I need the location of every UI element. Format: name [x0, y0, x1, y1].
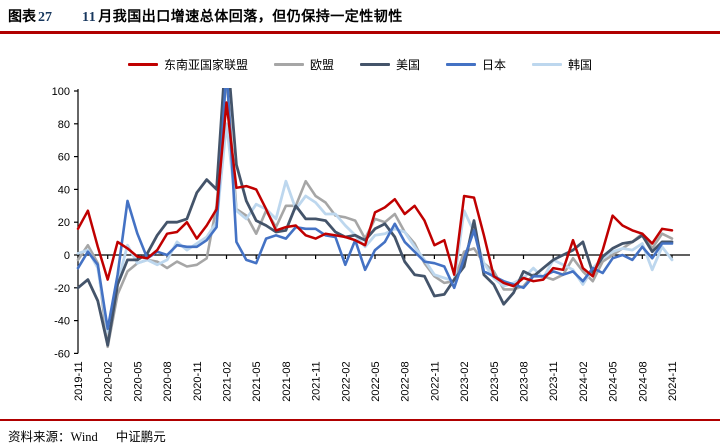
y-tick-label: -60: [54, 348, 70, 360]
x-tick-label: 2019-11: [73, 361, 85, 401]
plot-area: [76, 88, 674, 349]
x-tick-label: 2021-02: [222, 361, 234, 401]
x-tick-label: 2022-11: [429, 361, 441, 401]
chart-legend: 东南亚国家联盟 欧盟 美国 日本 韩国: [0, 56, 720, 73]
x-tick-label: 2024-05: [608, 361, 620, 401]
legend-swatch: [359, 63, 390, 66]
y-tick-label: -20: [54, 283, 70, 295]
source-note: 资料来源： Wind 中证鹏元: [8, 426, 166, 445]
legend-swatch: [532, 63, 563, 66]
page-title: 11 月我国出口增速总体回落，但仍保持一定性韧性: [80, 6, 403, 26]
x-tick-label: 2020-08: [162, 361, 174, 401]
x-tick-label: 2020-11: [192, 361, 204, 401]
chart-header: 图表 27 11 月我国出口增速总体回落，但仍保持一定性韧性: [8, 6, 712, 26]
legend-label: 东南亚国家联盟: [163, 58, 248, 72]
x-tick-label: 2023-02: [459, 361, 471, 401]
title-text: 月我国出口增速总体回落，但仍保持一定性韧性: [98, 8, 403, 24]
figure-label-text: 图表: [8, 8, 36, 24]
legend-item-0[interactable]: 东南亚国家联盟: [127, 56, 248, 73]
legend-swatch: [127, 63, 158, 66]
y-tick-label: 40: [58, 184, 70, 196]
x-tick-label: 2024-02: [578, 361, 590, 401]
legend-label: 日本: [482, 58, 507, 72]
source-label: 资料来源：: [8, 430, 71, 444]
source-org: 中证鹏元: [115, 430, 166, 444]
x-tick-label: 2022-02: [340, 361, 352, 401]
legend-label: 欧盟: [309, 58, 334, 72]
series-line-韩国: [76, 122, 674, 334]
legend-label: 美国: [395, 58, 420, 72]
legend-item-1[interactable]: 欧盟: [273, 56, 334, 73]
x-tick-label: 2024-11: [667, 361, 679, 401]
bottom-divider: [0, 419, 720, 421]
source-wind: Wind: [70, 430, 98, 444]
x-tick-label: 2022-08: [400, 361, 412, 401]
series-line-日本: [76, 88, 674, 331]
y-tick-label: 60: [58, 152, 70, 164]
y-tick-label: 100: [52, 86, 70, 98]
legend-item-2[interactable]: 美国: [359, 56, 420, 73]
y-tick-label: 0: [64, 250, 70, 262]
x-tick-label: 2020-02: [103, 361, 115, 401]
legend-swatch: [446, 63, 476, 66]
legend-item-3[interactable]: 日本: [446, 56, 506, 73]
x-tick-label: 2020-05: [132, 361, 144, 401]
y-tick-label: 80: [58, 119, 70, 131]
x-tick-label: 2024-08: [637, 361, 649, 401]
legend-item-4[interactable]: 韩国: [532, 56, 592, 73]
x-tick-label: 2022-05: [370, 361, 382, 401]
series-line-美国: [76, 88, 674, 347]
legend-swatch: [273, 63, 304, 66]
x-tick-label: 2023-05: [489, 361, 501, 401]
figure-number: 27: [38, 10, 52, 25]
title-number: 11: [82, 10, 97, 25]
x-tick-label: 2023-08: [519, 361, 531, 401]
x-tick-label: 2021-11: [311, 361, 323, 401]
top-divider: [0, 31, 720, 34]
y-tick-label: 20: [58, 217, 70, 229]
y-tick-label: -40: [54, 316, 70, 328]
x-tick-label: 2023-11: [548, 361, 560, 401]
x-tick-label: 2021-05: [251, 361, 263, 401]
series-line-欧盟: [76, 88, 674, 349]
x-tick-label: 2021-08: [281, 361, 293, 401]
figure-label: 图表 27: [8, 6, 54, 26]
legend-label: 韩国: [568, 58, 593, 72]
series-line-东南亚国家联盟: [76, 101, 674, 288]
